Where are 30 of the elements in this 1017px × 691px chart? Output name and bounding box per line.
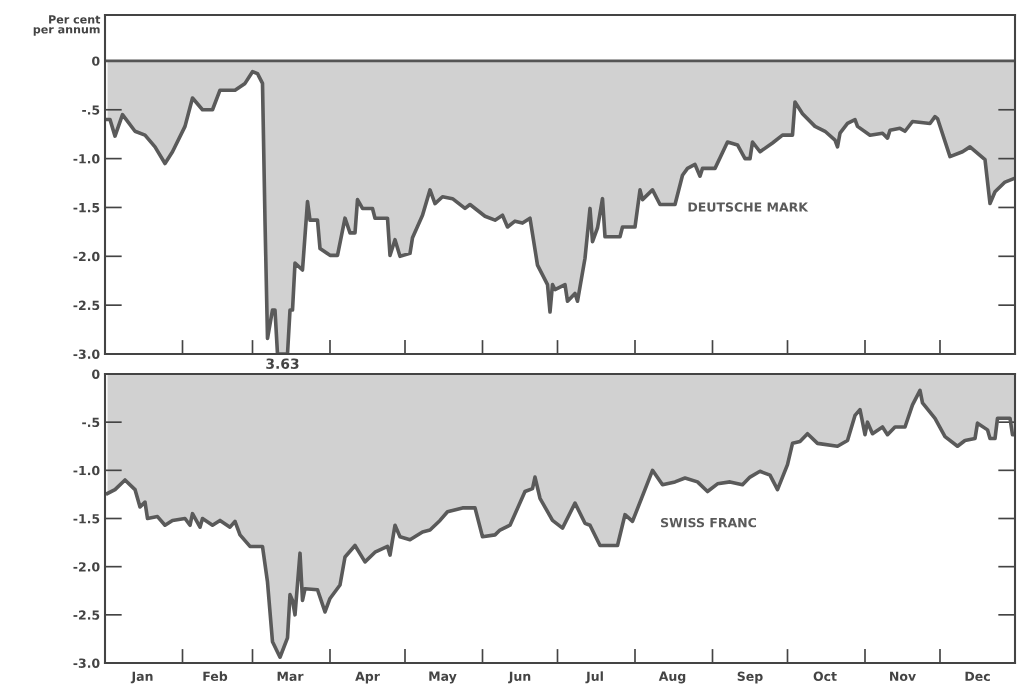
y-tick-label: 0 — [92, 369, 100, 379]
y-tick-label: -3.0 — [73, 349, 100, 359]
x-tick-label: Jul — [585, 671, 603, 684]
x-tick-label: Sep — [737, 671, 763, 684]
text: SWISS FRANC — [661, 517, 757, 528]
y-tick-label: -1.0 — [73, 154, 100, 164]
series-label: DEUTSCHE MARK — [688, 202, 809, 212]
y-tick-label: 0 — [92, 56, 100, 66]
y-tick-label: -1.5 — [73, 203, 100, 213]
y-tick-label: -2.5 — [73, 610, 100, 620]
y-tick-label: -2.0 — [73, 251, 100, 262]
x-tick-label: Jan — [130, 671, 153, 684]
x-tick-label: Oct — [813, 671, 837, 682]
y-tick-label: -2.0 — [73, 562, 100, 572]
x-tick-label: Apr — [355, 671, 380, 684]
annotation: 3.63 — [266, 358, 299, 369]
x-tick-label: Mar — [277, 671, 304, 682]
x-tick-label: Dec — [965, 671, 990, 682]
y-tick-label: -1.5 — [73, 514, 100, 524]
y-axis-title: Per cent per annum — [33, 15, 101, 36]
y-tick-label: -1.0 — [73, 465, 100, 476]
y-tick-label: -.5 — [82, 417, 100, 428]
x-tick-label: May — [429, 671, 457, 684]
y-tick-label: -3.0 — [73, 658, 100, 668]
y-tick-label: -2.5 — [73, 300, 100, 311]
x-tick-label: Aug — [658, 671, 686, 684]
y-tick-label: -.5 — [82, 105, 100, 115]
x-tick-label: Nov — [890, 671, 916, 682]
x-tick-label: Jun — [508, 671, 531, 684]
x-tick-label: Feb — [203, 671, 228, 682]
